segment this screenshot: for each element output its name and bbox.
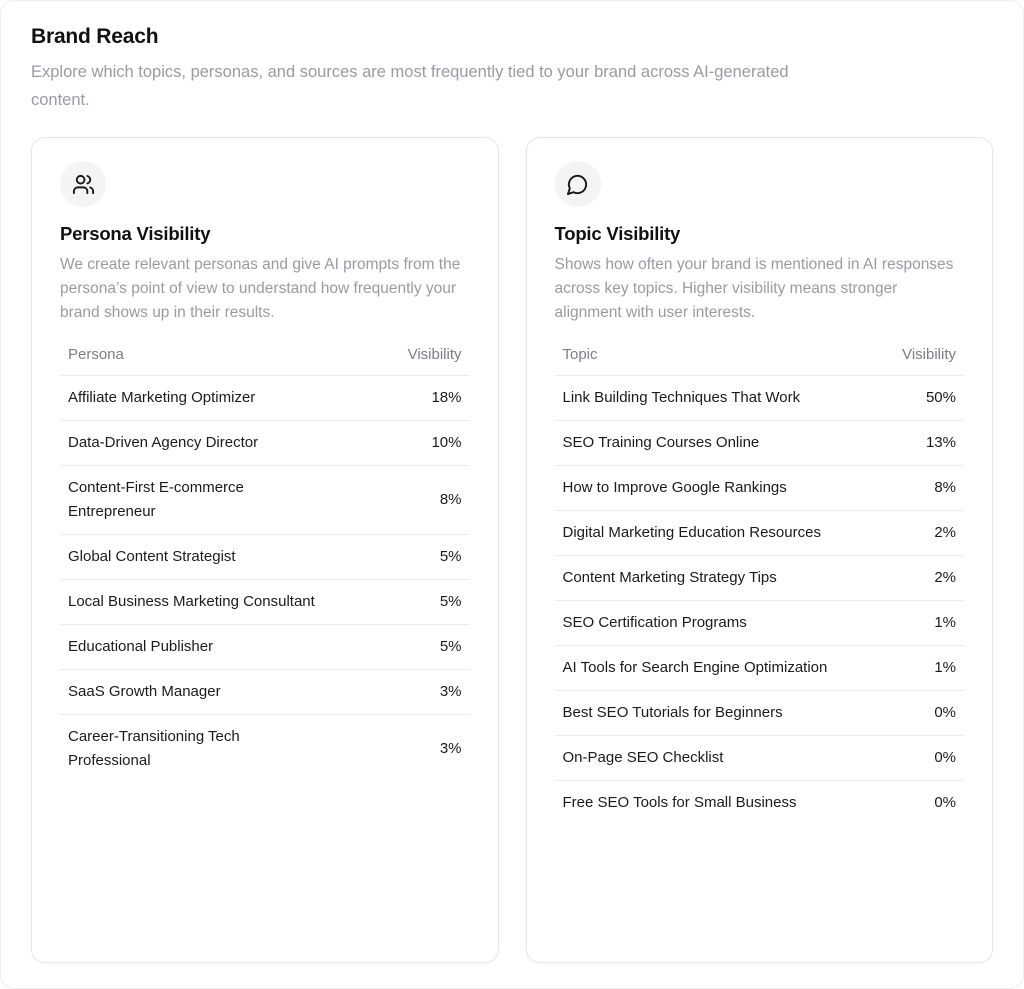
table-header-row: Persona Visibility: [60, 338, 470, 376]
table-row: Global Content Strategist 5%: [60, 534, 470, 580]
row-label: Educational Publisher: [60, 624, 390, 670]
row-visibility-value: 8%: [389, 465, 470, 535]
row-label: Digital Marketing Education Resources: [554, 510, 884, 556]
row-label: Data-Driven Agency Director: [60, 420, 390, 466]
table-row: Content-First E-commerce Entrepreneur 8%: [60, 465, 470, 535]
row-label: On-Page SEO Checklist: [554, 735, 884, 781]
row-label: Career-Transitioning Tech Professional: [60, 714, 390, 783]
row-visibility-value: 5%: [389, 534, 470, 580]
row-visibility-value: 0%: [884, 690, 964, 736]
card-title: Persona Visibility: [60, 223, 211, 244]
column-header-visibility: Visibility: [884, 338, 964, 376]
column-header-visibility: Visibility: [389, 338, 470, 376]
row-visibility-value: 1%: [884, 600, 964, 646]
row-visibility-value: 0%: [884, 735, 964, 781]
cards-grid: Persona Visibility We create relevant pe…: [31, 137, 993, 963]
message-bubble-icon: [554, 161, 601, 207]
row-label: Global Content Strategist: [60, 534, 390, 580]
row-label: Link Building Techniques That Work: [562, 389, 801, 406]
row-visibility-value: 1%: [884, 645, 964, 691]
row-visibility-value: 18%: [431, 389, 462, 406]
persona-visibility-table: Persona Visibility Affiliate Marketing O…: [60, 338, 470, 783]
column-header-topic: Topic: [554, 338, 884, 376]
table-row: SEO Training Courses Online 13%: [554, 420, 964, 466]
row-label: SEO Certification Programs: [554, 600, 884, 646]
table-row: SaaS Growth Manager 3%: [60, 669, 470, 715]
row-label: AI Tools for Search Engine Optimization: [554, 645, 884, 691]
table-row: Link Building Techniques That Work 50%: [555, 376, 965, 421]
row-label: Best SEO Tutorials for Beginners: [554, 690, 884, 736]
row-label: Affiliate Marketing Optimizer: [68, 389, 256, 406]
column-header-persona: Persona: [60, 338, 390, 376]
card-title: Topic Visibility: [554, 223, 681, 244]
table-header-row: Topic Visibility: [554, 338, 964, 376]
row-visibility-value: 3%: [389, 669, 470, 715]
row-visibility-value: 2%: [884, 510, 964, 556]
card-description: We create relevant personas and give AI …: [60, 256, 461, 321]
table-row: AI Tools for Search Engine Optimization 1…: [554, 645, 964, 691]
row-visibility-value: 5%: [389, 624, 470, 670]
row-visibility-value: 50%: [925, 389, 956, 406]
row-label: Free SEO Tools for Small Business: [554, 780, 884, 825]
table-row: Digital Marketing Education Resources 2%: [554, 510, 964, 556]
page-title: Brand Reach: [31, 25, 159, 48]
table-row: Content Marketing Strategy Tips 2%: [554, 555, 964, 601]
row-label: How to Improve Google Rankings: [554, 465, 884, 511]
table-row: SEO Certification Programs 1%: [554, 600, 964, 646]
row-visibility-value: 10%: [389, 420, 470, 466]
users-icon: [60, 161, 106, 207]
table-row: Best SEO Tutorials for Beginners 0%: [554, 690, 964, 736]
row-visibility-value: 8%: [884, 465, 964, 511]
page-subtitle: Explore which topics, personas, and sour…: [31, 63, 789, 109]
table-row: Affiliate Marketing Optimizer 18%: [60, 376, 470, 421]
table-row: Data-Driven Agency Director 10%: [60, 420, 470, 466]
table-row: Free SEO Tools for Small Business 0%: [554, 780, 964, 825]
row-visibility-value: 5%: [389, 579, 470, 625]
table-row: Career-Transitioning Tech Professional 3%: [60, 714, 470, 783]
row-label: SaaS Growth Manager: [60, 669, 390, 715]
table-row: Educational Publisher 5%: [60, 624, 470, 670]
persona-visibility-card: Persona Visibility We create relevant pe…: [31, 137, 499, 963]
topic-visibility-card: Topic Visibility Shows how often your br…: [525, 137, 993, 963]
row-visibility-value: 2%: [884, 555, 964, 601]
row-visibility-value: 0%: [884, 780, 964, 825]
row-visibility-value: 3%: [389, 714, 470, 783]
topic-visibility-table: Topic Visibility Link Building Technique…: [554, 338, 965, 825]
table-row: How to Improve Google Rankings 8%: [554, 465, 964, 511]
card-description: Shows how often your brand is mentioned …: [554, 256, 954, 321]
row-label: SEO Training Courses Online: [554, 420, 884, 466]
row-label: Content-First E-commerce Entrepreneur: [60, 465, 390, 535]
table-row: Local Business Marketing Consultant 5%: [60, 579, 470, 625]
table-row: On-Page SEO Checklist 0%: [554, 735, 964, 781]
row-label: Local Business Marketing Consultant: [60, 579, 390, 625]
row-visibility-value: 13%: [884, 420, 964, 466]
row-label: Content Marketing Strategy Tips: [554, 555, 884, 601]
